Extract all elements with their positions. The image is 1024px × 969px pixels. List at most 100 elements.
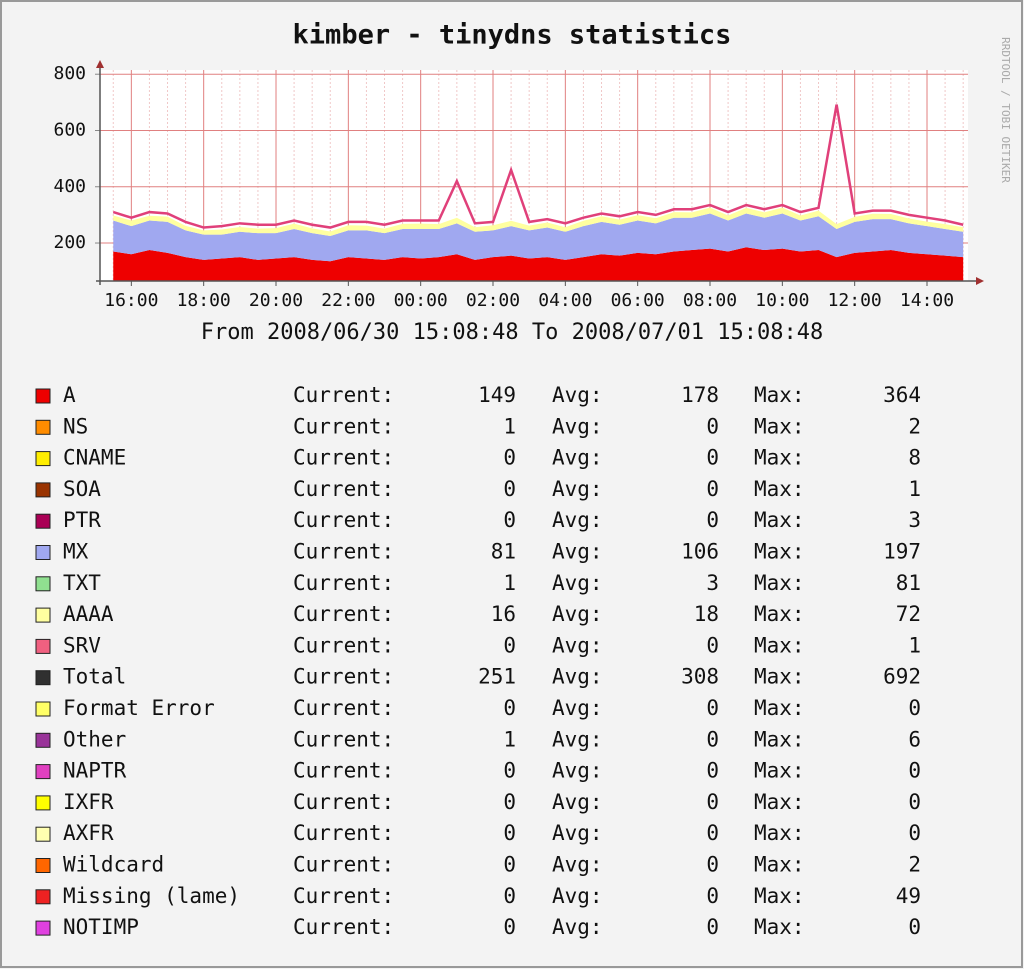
current-value: 0 — [503, 508, 516, 532]
x-tick-label: 08:00 — [683, 290, 737, 311]
current-value: 0 — [503, 633, 516, 657]
max-value: 0 — [908, 696, 921, 720]
current-label: Current: — [293, 790, 394, 814]
max-value: 72 — [896, 602, 921, 626]
legend-name: NAPTR — [63, 759, 127, 783]
max-label: Max: — [754, 540, 805, 564]
max-value: 2 — [908, 853, 921, 877]
y-tick-label: 400 — [53, 176, 86, 197]
avg-value: 0 — [706, 727, 719, 751]
max-value: 81 — [896, 571, 921, 595]
max-label: Max: — [754, 602, 805, 626]
legend-swatch — [35, 795, 51, 811]
legend-swatch — [35, 451, 51, 467]
avg-label: Avg: — [552, 665, 603, 689]
max-value: 1 — [908, 633, 921, 657]
avg-value: 0 — [706, 853, 719, 877]
max-label: Max: — [754, 633, 805, 657]
x-tick-label: 02:00 — [466, 290, 520, 311]
current-value: 0 — [503, 696, 516, 720]
legend-name: Format Error — [63, 696, 215, 720]
x-tick-label: 04:00 — [538, 290, 592, 311]
legend-swatch — [35, 920, 51, 936]
x-tick-label: 18:00 — [177, 290, 231, 311]
current-label: Current: — [293, 540, 394, 564]
max-value: 8 — [908, 446, 921, 470]
max-value: 1 — [908, 477, 921, 501]
legend-name: IXFR — [63, 790, 114, 814]
legend-swatch — [35, 545, 51, 560]
legend-name: NOTIMP — [63, 915, 139, 939]
x-tick-label: 00:00 — [394, 290, 448, 311]
current-value: 1 — [503, 571, 516, 595]
current-label: Current: — [293, 759, 394, 783]
avg-label: Avg: — [552, 571, 603, 595]
chart-title: kimber - tinydns statistics — [293, 20, 732, 51]
avg-value: 0 — [706, 821, 719, 845]
current-value: 0 — [503, 821, 516, 845]
x-tick-label: 14:00 — [900, 290, 954, 311]
avg-label: Avg: — [552, 633, 603, 657]
subtitle: From 2008/06/30 15:08:48 To 2008/07/01 1… — [201, 320, 824, 345]
current-label: Current: — [293, 665, 394, 689]
avg-value: 0 — [706, 884, 719, 908]
max-label: Max: — [754, 508, 805, 532]
current-value: 0 — [503, 915, 516, 939]
current-label: Current: — [293, 915, 394, 939]
max-label: Max: — [754, 665, 805, 689]
max-value: 0 — [908, 821, 921, 845]
current-value: 149 — [478, 383, 516, 407]
legend-name: TXT — [63, 571, 101, 595]
avg-label: Avg: — [552, 696, 603, 720]
max-value: 0 — [908, 915, 921, 939]
x-tick-label: 06:00 — [611, 290, 665, 311]
legend-name: CNAME — [63, 446, 126, 470]
x-tick-label: 20:00 — [249, 290, 303, 311]
y-tick-label: 600 — [53, 119, 86, 140]
avg-label: Avg: — [552, 446, 603, 470]
watermark: RRDTOOL / TOBI OETIKER — [999, 37, 1012, 183]
avg-label: Avg: — [552, 821, 603, 845]
legend-name: Missing (lame) — [63, 884, 240, 908]
max-label: Max: — [754, 414, 805, 438]
avg-label: Avg: — [552, 915, 603, 939]
current-label: Current: — [293, 633, 394, 657]
current-value: 0 — [503, 853, 516, 877]
max-label: Max: — [754, 727, 805, 751]
max-value: 49 — [896, 884, 921, 908]
legend-name: MX — [63, 540, 89, 564]
current-label: Current: — [293, 727, 394, 751]
avg-label: Avg: — [552, 508, 603, 532]
x-axis-arrow — [976, 277, 984, 285]
avg-value: 0 — [706, 696, 719, 720]
legend-swatch — [35, 889, 51, 905]
avg-value: 308 — [681, 665, 719, 689]
current-label: Current: — [293, 853, 394, 877]
current-value: 0 — [503, 884, 516, 908]
avg-value: 106 — [681, 540, 719, 564]
current-label: Current: — [293, 821, 394, 845]
current-value: 0 — [503, 446, 516, 470]
legend-swatch — [35, 419, 51, 435]
max-label: Max: — [754, 853, 805, 877]
max-label: Max: — [754, 821, 805, 845]
max-value: 0 — [908, 790, 921, 814]
avg-value: 18 — [694, 602, 719, 626]
line — [112, 104, 964, 229]
max-value: 6 — [908, 727, 921, 751]
current-label: Current: — [293, 383, 394, 407]
current-label: Current: — [293, 696, 394, 720]
max-value: 3 — [908, 508, 921, 532]
avg-value: 0 — [706, 508, 719, 532]
avg-label: Avg: — [552, 383, 603, 407]
area — [113, 207, 964, 236]
x-tick-label: 16:00 — [104, 290, 158, 311]
avg-value: 0 — [706, 477, 719, 501]
y-tick-label: 200 — [53, 232, 86, 253]
legend-name: PTR — [63, 508, 101, 532]
legend-swatch — [35, 701, 51, 717]
avg-label: Avg: — [552, 414, 603, 438]
legend-swatch — [35, 764, 51, 780]
max-value: 692 — [883, 665, 921, 689]
